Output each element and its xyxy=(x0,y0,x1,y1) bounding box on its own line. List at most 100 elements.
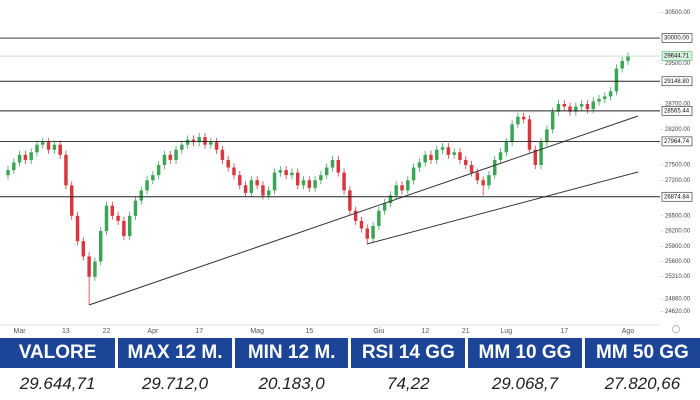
x-tick-label: 13 xyxy=(62,328,70,335)
chart: 30500.00 29500.00 28700.00 28200.00 27500.00… xyxy=(0,0,700,338)
candle-body xyxy=(626,56,630,61)
candle-body xyxy=(435,149,439,160)
candle-body xyxy=(87,256,91,277)
y-tick-label: 25900.00 xyxy=(665,244,691,250)
value-cell: 74,22 xyxy=(349,368,469,399)
value-row: 29.644,71 29.712,0 20.183,0 74,22 29.068,7 27… xyxy=(0,368,700,399)
candle-body xyxy=(180,144,184,150)
candle-body xyxy=(620,60,624,69)
candle-body xyxy=(319,175,323,181)
value-cell: 20.183,0 xyxy=(233,368,352,399)
candle-body xyxy=(29,152,33,160)
candle-body xyxy=(64,154,68,186)
candle-body xyxy=(122,220,126,237)
x-tick-label: Apr xyxy=(147,328,159,335)
value-cell: 29.644,71 xyxy=(0,368,119,399)
value-cell: 29.068,7 xyxy=(466,368,585,399)
candle-body xyxy=(510,124,514,143)
candle-body xyxy=(411,167,416,181)
candle-body xyxy=(52,144,57,150)
candle-body xyxy=(452,152,456,155)
candle-body xyxy=(533,149,538,165)
candle-body xyxy=(539,142,543,165)
candle-body xyxy=(6,170,10,176)
candle-body xyxy=(70,185,74,216)
x-tick-label: 21 xyxy=(462,328,470,335)
candle-body xyxy=(290,172,294,176)
header-cell: MAX 12 M. xyxy=(116,338,235,368)
candle-body xyxy=(226,159,230,168)
y-tick-label: 27500.00 xyxy=(665,163,691,169)
candle-body xyxy=(446,147,451,155)
candle-body xyxy=(313,180,317,188)
candle-body xyxy=(35,144,39,153)
x-tick-label: Mar xyxy=(14,328,27,335)
candle-body xyxy=(81,241,86,257)
candle-body xyxy=(382,203,387,211)
candle-body xyxy=(400,185,404,191)
candle-body xyxy=(168,154,172,160)
candle-body xyxy=(516,116,520,125)
candle-body xyxy=(220,149,225,160)
header-cell: VALORE xyxy=(0,338,119,368)
candle-body xyxy=(104,205,109,232)
candle-body xyxy=(209,142,213,145)
candle-body xyxy=(41,142,45,145)
chart-background xyxy=(0,0,700,338)
candle-body xyxy=(162,154,167,165)
level-label: 26874.84 xyxy=(664,194,690,200)
candle-body xyxy=(377,210,381,226)
level-label: 28565.44 xyxy=(664,108,690,114)
x-tick-label: 15 xyxy=(305,328,313,335)
candle-body xyxy=(568,106,572,112)
candle-body xyxy=(406,180,410,191)
y-tick-label: 27200.00 xyxy=(665,178,691,184)
level-box xyxy=(661,76,693,87)
candle-body xyxy=(458,152,462,160)
candle-body xyxy=(562,104,566,107)
candle-body xyxy=(498,152,503,160)
y-tick-label: 24620.00 xyxy=(665,309,691,315)
candle-body xyxy=(336,159,341,173)
candle-body xyxy=(301,180,306,186)
header-row: VALORE MAX 12 M. MIN 12 M. RSI 14 GG MM 10 G… xyxy=(0,338,700,368)
level-box xyxy=(661,191,693,202)
y-tick-label: 29500.00 xyxy=(665,61,691,67)
level-label: 30000.00 xyxy=(664,36,690,42)
candle-body xyxy=(255,180,259,186)
candle-body xyxy=(388,195,393,204)
candle-body xyxy=(295,172,300,186)
candle-body xyxy=(93,261,97,277)
last-price-box xyxy=(661,51,693,61)
candle-body xyxy=(243,185,248,193)
y-tick-label: 30500.00 xyxy=(665,10,691,16)
candle-body xyxy=(278,170,283,173)
candle-body xyxy=(330,159,335,168)
candle-body xyxy=(591,101,595,110)
candle-body xyxy=(261,185,265,196)
candle-body xyxy=(440,147,445,150)
candle-body xyxy=(429,154,433,160)
candle-body xyxy=(550,111,555,130)
candle-body xyxy=(469,165,474,173)
candle-body xyxy=(481,180,485,186)
candle-body xyxy=(197,137,201,143)
candle-body xyxy=(98,231,103,262)
candle-body xyxy=(267,190,271,196)
candle-body xyxy=(492,159,497,176)
candle-body xyxy=(342,172,346,191)
candle-body xyxy=(348,190,352,211)
settings-icon[interactable] xyxy=(672,325,680,333)
header-cell: MM 50 GG xyxy=(583,338,700,368)
candle-body xyxy=(324,167,329,176)
x-tick-label: 17 xyxy=(560,328,568,335)
x-tick-label: 12 xyxy=(421,328,429,335)
candle-body xyxy=(608,91,613,97)
x-tick-label: 22 xyxy=(103,328,111,335)
value-cell: 27.820,66 xyxy=(604,373,681,393)
candle-body xyxy=(203,137,207,145)
candle-body xyxy=(232,167,236,176)
candle-body xyxy=(579,104,584,107)
candle-body xyxy=(238,175,242,186)
candle-body xyxy=(133,200,138,216)
